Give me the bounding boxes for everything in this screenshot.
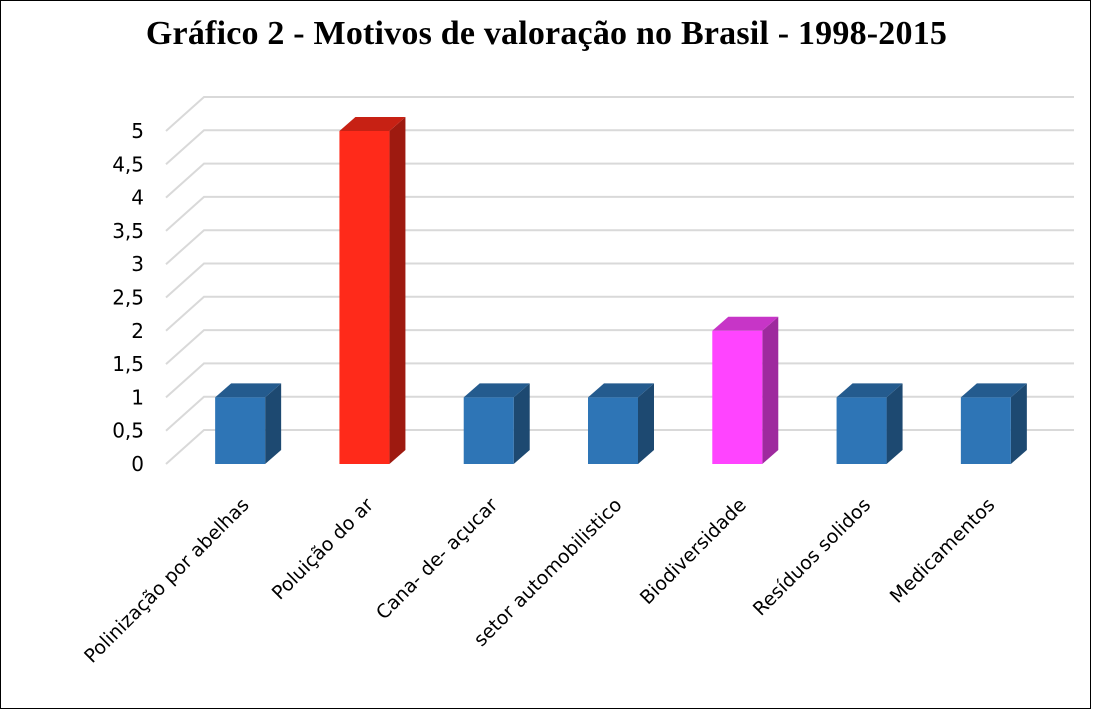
bar-side — [513, 383, 530, 464]
bar-front — [588, 397, 638, 464]
bar-top — [960, 383, 1027, 398]
bar-side — [762, 316, 779, 464]
category-label: Resíduos solidos — [749, 494, 875, 620]
bar-front — [836, 397, 887, 464]
category-label: Medicamentos — [886, 494, 1000, 608]
bar-front — [960, 397, 1011, 464]
gridline — [165, 362, 1074, 399]
y-tick-label: 3 — [131, 252, 144, 276]
bar-side — [886, 383, 903, 464]
bar-front — [463, 397, 514, 464]
bar-side — [1010, 383, 1027, 464]
grid-layer — [165, 96, 1074, 465]
bar-top — [215, 383, 282, 398]
gridline — [165, 395, 1074, 432]
bar — [588, 383, 654, 464]
bar-top — [463, 383, 530, 398]
gridline — [165, 329, 1074, 365]
y-tick-label: 5 — [131, 119, 144, 143]
category-label: Biodiversidade — [636, 494, 751, 609]
bar — [463, 383, 530, 464]
bar — [215, 383, 282, 464]
bar-side — [389, 117, 406, 464]
category-label: Polinização por abelhas — [80, 494, 254, 668]
bar-top — [836, 383, 903, 398]
y-tick-label: 0 — [131, 452, 144, 476]
bar-top — [588, 383, 654, 398]
y-tick-label: 4 — [131, 186, 144, 210]
x-axis: Polinização por abelhas Poluição do arCan… — [80, 494, 999, 668]
gridline — [165, 262, 1074, 299]
bar-front — [215, 397, 266, 464]
bar-top — [339, 117, 406, 131]
bar-front — [339, 131, 390, 464]
y-tick-label: 3,5 — [112, 219, 144, 243]
bar-top — [712, 316, 779, 331]
gridline — [165, 162, 1074, 199]
bar-front — [712, 330, 763, 464]
y-tick-label: 2 — [131, 319, 144, 343]
gridline — [165, 195, 1074, 232]
gridline — [165, 295, 1074, 332]
category-label: Poluição do ar — [268, 494, 378, 604]
bar — [339, 117, 406, 464]
y-tick-label: 1 — [131, 385, 144, 409]
gridline — [165, 429, 1074, 465]
bar-side — [265, 383, 282, 464]
y-tick-label: 4,5 — [112, 152, 144, 176]
category-label: Cana- de- açucar — [372, 494, 502, 624]
bar — [712, 316, 779, 464]
bar — [960, 383, 1027, 464]
chart-title: Gráfico 2 - Motivos de valoração no Bras… — [145, 15, 948, 52]
gridline — [165, 129, 1074, 166]
y-tick-label: 2,5 — [112, 286, 144, 310]
y-tick-label: 0,5 — [112, 419, 144, 443]
bar — [836, 383, 903, 464]
gridline — [165, 229, 1074, 265]
bars — [215, 117, 1027, 464]
bar-side — [638, 383, 654, 464]
gridline — [165, 96, 1074, 132]
y-tick-label: 1,5 — [112, 352, 144, 376]
y-axis: 0 0,5 1 1,5 2 2,5 3 3,5 4 4,5 5 — [112, 119, 144, 476]
